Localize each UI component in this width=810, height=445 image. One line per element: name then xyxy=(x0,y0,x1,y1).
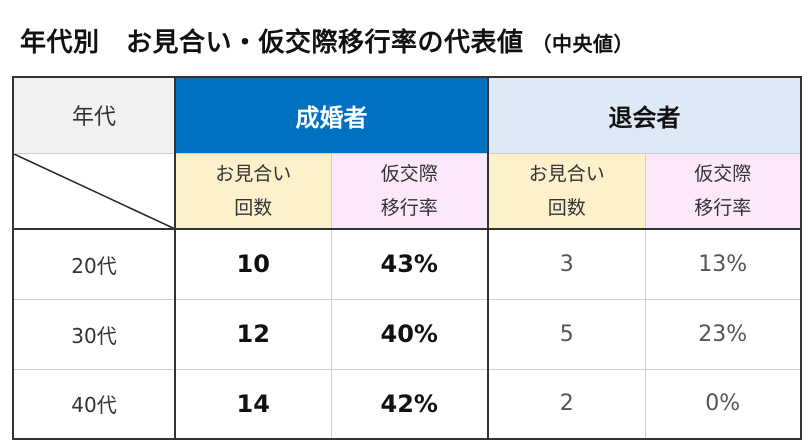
left-rate-cell: 0% xyxy=(644,368,802,440)
age-cell: 40代 xyxy=(12,368,176,440)
title-sub: （中央値） xyxy=(531,32,635,56)
subhead-line1: お見合い xyxy=(528,162,605,185)
married-rate-cell: 40% xyxy=(330,298,489,370)
subheader-row: お見合い 回数 仮交際 移行率 お見合い 回数 仮交際 移行率 xyxy=(12,152,802,230)
married-meetings-cell: 10 xyxy=(174,228,332,300)
subhead-line1: 仮交際 xyxy=(380,162,438,185)
left-group-header: 退会者 xyxy=(487,76,802,154)
married-group-header: 成婚者 xyxy=(174,76,489,154)
subhead-line2: 回数 xyxy=(234,196,273,219)
left-rate-header: 仮交際 移行率 xyxy=(644,152,802,230)
subhead-line1: 仮交際 xyxy=(694,162,752,185)
diagonal-cell xyxy=(12,152,176,230)
subhead-line2: 回数 xyxy=(547,196,586,219)
married-meetings-cell: 14 xyxy=(174,368,332,440)
table-row: 30代 12 40% 5 23% xyxy=(12,298,802,370)
table-row: 40代 14 42% 2 0% xyxy=(12,368,802,440)
left-meetings-header: お見合い 回数 xyxy=(487,152,646,230)
subhead-line2: 移行率 xyxy=(694,196,752,219)
left-meetings-cell: 2 xyxy=(487,368,646,440)
left-rate-cell: 13% xyxy=(644,228,802,300)
married-rate-cell: 43% xyxy=(330,228,489,300)
married-meetings-cell: 12 xyxy=(174,298,332,370)
diagonal-line xyxy=(14,154,174,229)
left-meetings-cell: 5 xyxy=(487,298,646,370)
age-cell: 20代 xyxy=(12,228,176,300)
header-row: 年代 成婚者 退会者 xyxy=(12,76,802,154)
age-cell: 30代 xyxy=(12,298,176,370)
age-header: 年代 xyxy=(12,76,176,154)
title-main: 年代別 お見合い・仮交際移行率の代表値 xyxy=(20,28,524,58)
married-rate-cell: 42% xyxy=(330,368,489,440)
left-rate-cell: 23% xyxy=(644,298,802,370)
left-meetings-cell: 3 xyxy=(487,228,646,300)
table-row: 20代 10 43% 3 13% xyxy=(12,228,802,300)
stats-table: 年代 成婚者 退会者 お見合い 回数 仮交際 移行率 お見合い 回数 仮交際 移… xyxy=(12,76,802,440)
subhead-line2: 移行率 xyxy=(380,196,438,219)
page-title: 年代別 お見合い・仮交際移行率の代表値 （中央値） xyxy=(20,22,634,59)
subhead-line1: お見合い xyxy=(215,162,292,185)
married-rate-header: 仮交際 移行率 xyxy=(330,152,489,230)
married-meetings-header: お見合い 回数 xyxy=(174,152,332,230)
